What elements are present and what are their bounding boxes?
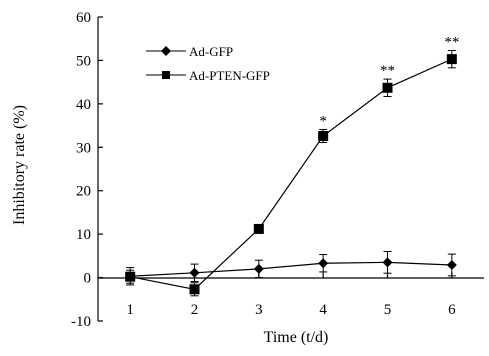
significance-marker: ** [380,63,395,79]
axes [97,17,484,321]
data-point-square [446,54,457,65]
data-point-diamond [318,258,329,269]
y-axis-title: Inhibitory rate (%) [11,105,28,225]
significance-marker: ** [444,34,459,50]
y-tick-label: 30 [76,140,91,156]
x-tick-label: 4 [319,302,327,318]
y-tick-label: 40 [76,97,91,113]
legend-label-ad-pten-gfp: Ad-PTEN-GFP [189,68,270,83]
data-point-diamond [189,267,200,278]
legend-marker-diamond [161,46,171,56]
data-point-square [189,284,200,295]
series-line-ad-pten-gfp [130,58,453,290]
legend-marker-square [162,71,170,79]
series-line-ad-gfp [130,261,452,277]
x-tick-label: 2 [191,302,199,318]
y-tick-label: 60 [76,10,91,26]
data-point-diamond [253,263,264,274]
y-tick-label: 50 [76,53,91,69]
data-point-square [382,82,393,93]
data-point-square [318,130,329,141]
data-point-square [125,271,136,282]
legend-label-ad-gfp: Ad-GFP [189,44,233,59]
data-point-diamond [382,257,393,268]
x-ticks: 1 2 3 4 5 6 [126,272,456,318]
legend: Ad-GFP Ad-PTEN-GFP [146,44,270,83]
significance-marker: * [319,113,327,129]
y-tick-label: 20 [76,184,91,200]
y-tick-label: 0 [84,271,92,287]
x-tick-label: 6 [448,302,456,318]
series-ad-gfp [125,251,457,286]
series-ad-pten-gfp: ***** [125,34,459,297]
series-group: ***** [125,34,459,297]
data-point-square [253,223,264,234]
x-tick-label: 3 [255,302,263,318]
y-tick-label: 10 [76,227,91,243]
data-point-diamond [446,259,457,270]
x-tick-label: 5 [384,302,392,318]
x-tick-label: 1 [126,302,134,318]
y-tick-label: -10 [71,314,91,330]
x-axis-title: Time (t/d) [264,329,329,346]
y-ticks: -10 0 10 20 30 40 50 60 [71,10,103,330]
